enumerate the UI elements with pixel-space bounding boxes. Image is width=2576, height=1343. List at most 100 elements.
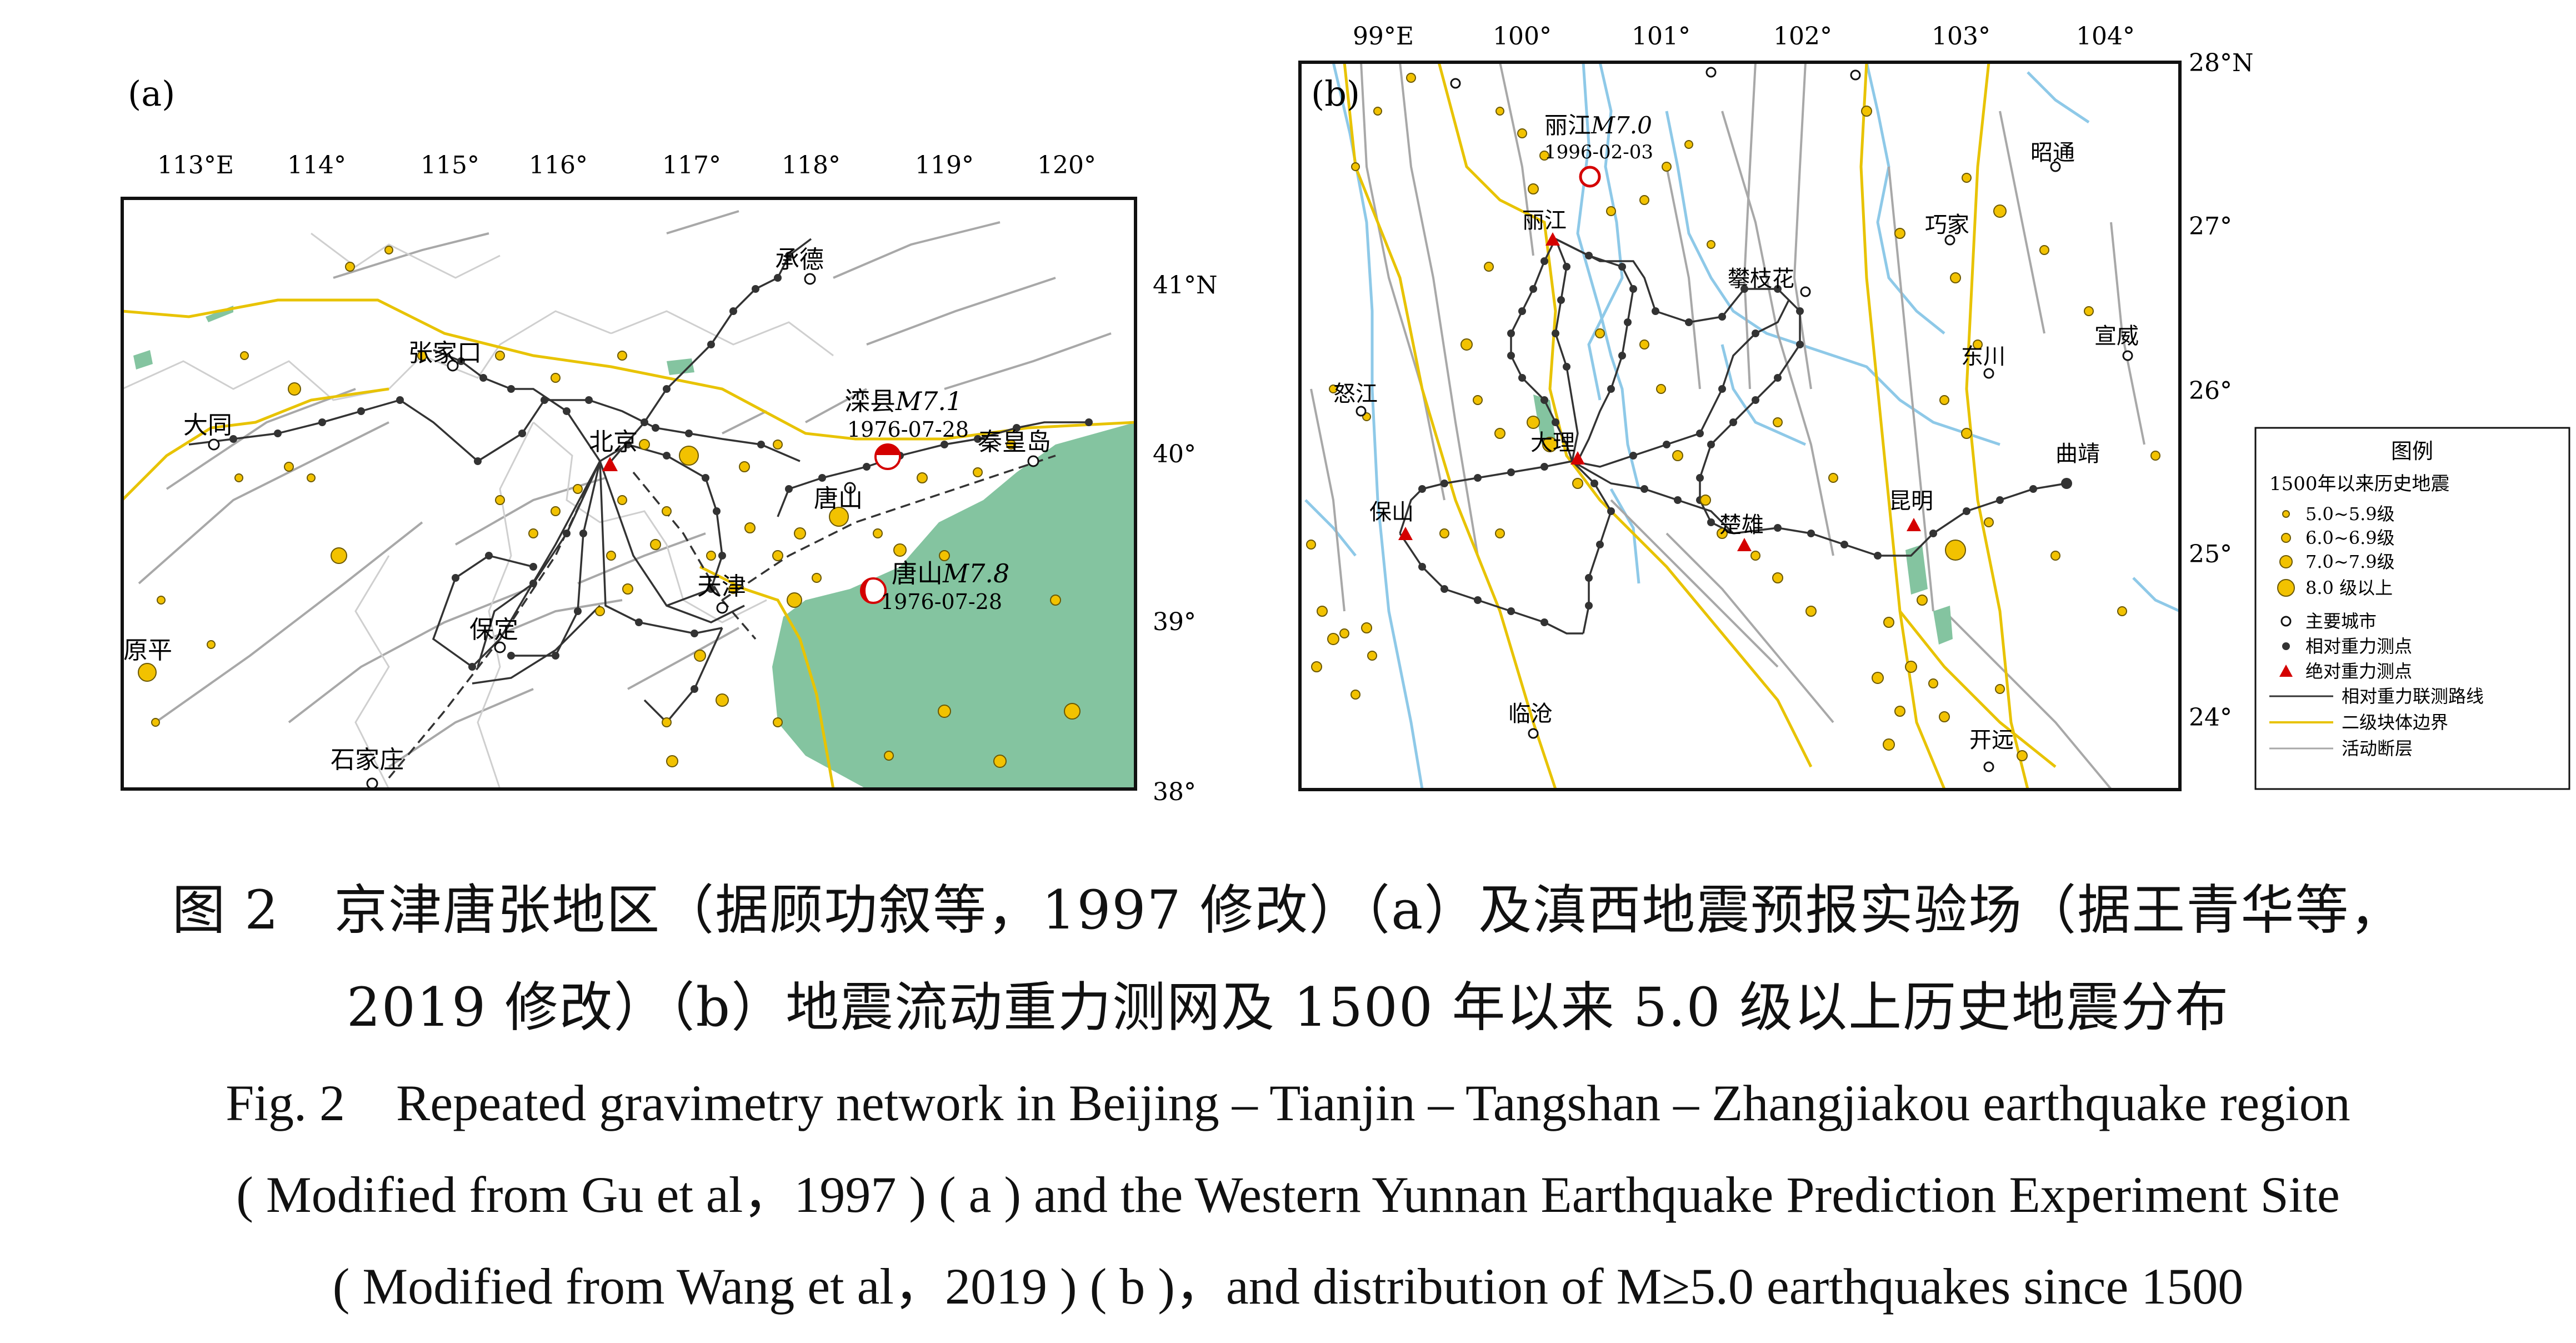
caption-zh-line1: 图 2 京津唐张地区（据顾功叙等，1997 修改）（a）及滇西地震预报实验场（据… (172, 879, 2404, 941)
caption-en-line1: Fig. 2 Repeated gravimetry network in Be… (226, 1075, 2350, 1131)
lon-tick: 114° (287, 151, 346, 179)
major-cities (1355, 67, 2133, 772)
figure-maps: (a) (121, 22, 2570, 806)
svg-text:唐山M7.8: 唐山M7.8 (892, 558, 1009, 588)
lon-tick: 102° (1773, 22, 1832, 51)
lon-tick: 115° (421, 151, 479, 179)
lon-tick: 100° (1493, 22, 1552, 51)
green-patch (133, 350, 153, 370)
active-faults (138, 210, 1112, 768)
panel-a-map: (a) (121, 73, 1218, 806)
caption-en-line3: ( Modified from Wang et al，2019 ) ( b )，… (332, 1258, 2244, 1315)
legend-symbol-city (2280, 616, 2292, 627)
lat-tick: 27° (2189, 212, 2232, 241)
legend-item: 6.0~6.9级 (2305, 527, 2395, 548)
lon-tick: 104° (2076, 22, 2135, 51)
city-label: 曲靖 (2055, 441, 2100, 467)
quake-mag: M7.0 (1590, 112, 1652, 139)
lat-tick: 40° (1153, 440, 1196, 468)
lon-tick: 116° (529, 151, 588, 179)
quake-name: 滦县 (844, 386, 896, 416)
city-label: 宣威 (2094, 323, 2139, 349)
panel-a-city-labels: 承德 张家口 大同 北京 秦皇岛 唐山 天津 保定 原平 石家庄 (123, 246, 1051, 774)
legend-item: 二级块体边界 (2342, 712, 2448, 733)
luanxian-quake-label: 滦县M7.1 1976-07-28 (844, 386, 969, 442)
panel-b-label: (b) (1311, 73, 1360, 114)
lon-tick: 118° (782, 151, 841, 179)
panel-a-lat-ticks: 41°N 40° 39° 38° (1153, 271, 1218, 806)
city-label: 开远 (1969, 727, 2014, 753)
panel-b-lon-ticks: 99°E 100° 101° 102° 103° 104° (1353, 22, 2135, 51)
historical-earthquakes (1306, 73, 2160, 761)
quake-name: 丽江 (1544, 112, 1591, 139)
lat-tick: 41°N (1153, 271, 1218, 299)
legend-subtitle: 1500年以来历史地震 (2269, 473, 2450, 495)
legend-symbol-relative-point (2282, 642, 2290, 650)
green-patch (1905, 545, 1928, 595)
relative-gravity-points (1418, 252, 2072, 626)
panel-b-city-labels: 丽江 攀枝花 巧家 昭通 东川 宣威 怒江 大理 曲靖 保山 楚雄 昆明 临沧 … (1333, 140, 2139, 753)
sea-area (772, 422, 1136, 789)
historical-earthquakes (138, 246, 1081, 768)
city-label: 楚雄 (1719, 512, 1764, 538)
rivers (1304, 62, 2180, 790)
panel-a-content (122, 210, 1136, 789)
lon-tick: 99°E (1353, 22, 1414, 51)
legend-symbol-absolute-point (2279, 665, 2293, 677)
caption-en-line2: ( Modified from Gu et al，1997 ) ( a ) an… (236, 1166, 2340, 1223)
legend-symbol-mag5 (2282, 510, 2290, 518)
lijiang-quake-symbol (1579, 166, 1601, 188)
sea-patch (878, 589, 956, 639)
luanxian-quake-symbol (874, 443, 901, 470)
lat-tick: 24° (2189, 703, 2232, 732)
absolute-gravity-point (602, 457, 618, 471)
svg-text:丽江M7.0: 丽江M7.0 (1544, 112, 1652, 139)
caption-zh-line2: 2019 修改）（b）地震流动重力测网及 1500 年以来 5.0 级以上历史地… (346, 976, 2230, 1039)
city-label: 原平 (123, 636, 172, 665)
panel-a-label: (a) (128, 73, 175, 114)
panel-b-content (1304, 62, 2180, 790)
city-label: 大理 (1530, 430, 1575, 456)
legend: 图例 1500年以来历史地震 5.0~5.9级 6.0~6.9级 7.0~7.9… (2254, 427, 2570, 790)
lat-tick: 39° (1153, 608, 1196, 636)
legend-title: 图例 (2391, 439, 2433, 463)
panel-b-frame (1298, 61, 2182, 791)
green-patch (667, 358, 694, 375)
panel-a-lon-ticks: 113°E 114° 115° 116° 117° 118° 119° 120° (157, 151, 1096, 179)
city-label: 张家口 (408, 339, 482, 367)
city-label: 大同 (183, 411, 232, 440)
city-label: 丽江 (1522, 208, 1567, 233)
tangshan-quake-label: 唐山M7.8 1976-07-28 (881, 558, 1009, 614)
active-faults (1310, 62, 2145, 790)
lat-tick: 38° (1153, 778, 1196, 806)
legend-item: 相对重力联测路线 (2342, 686, 2484, 707)
panel-b-lat-ticks: 28°N 27° 26° 25° 24° (2189, 49, 2254, 732)
legend-item: 8.0 级以上 (2305, 577, 2393, 598)
quake-name: 唐山 (892, 558, 943, 588)
legend-item: 主要城市 (2305, 611, 2377, 632)
legend-item: 5.0~5.9级 (2305, 503, 2395, 525)
city-label: 怒江 (1333, 381, 1378, 407)
city-label: 承德 (775, 246, 824, 274)
city-label: 保山 (1369, 500, 1414, 525)
network-route (1399, 238, 2067, 635)
green-patch (1933, 606, 1953, 645)
city-label: 石家庄 (331, 746, 404, 774)
legend-symbol-mag8 (2277, 579, 2295, 597)
block-boundaries (1343, 62, 2057, 790)
green-patch (1533, 395, 1555, 445)
major-cities (208, 273, 1039, 789)
lon-tick: 120° (1037, 151, 1096, 179)
svg-text:滦县M7.1: 滦县M7.1 (844, 386, 962, 416)
legend-frame (2254, 427, 2570, 790)
legend-item: 相对重力测点 (2305, 636, 2412, 657)
city-label: 唐山 (814, 485, 863, 513)
lat-tick: 25° (2189, 540, 2232, 568)
city-label: 临沧 (1508, 701, 1553, 727)
city-label: 攀枝花 (1728, 266, 1794, 292)
lon-tick: 117° (662, 151, 721, 179)
province-boundaries (122, 232, 834, 789)
quake-date: 1976-07-28 (847, 417, 969, 442)
city-label: 巧家 (1925, 212, 1969, 238)
legend-item: 绝对重力测点 (2305, 661, 2412, 682)
